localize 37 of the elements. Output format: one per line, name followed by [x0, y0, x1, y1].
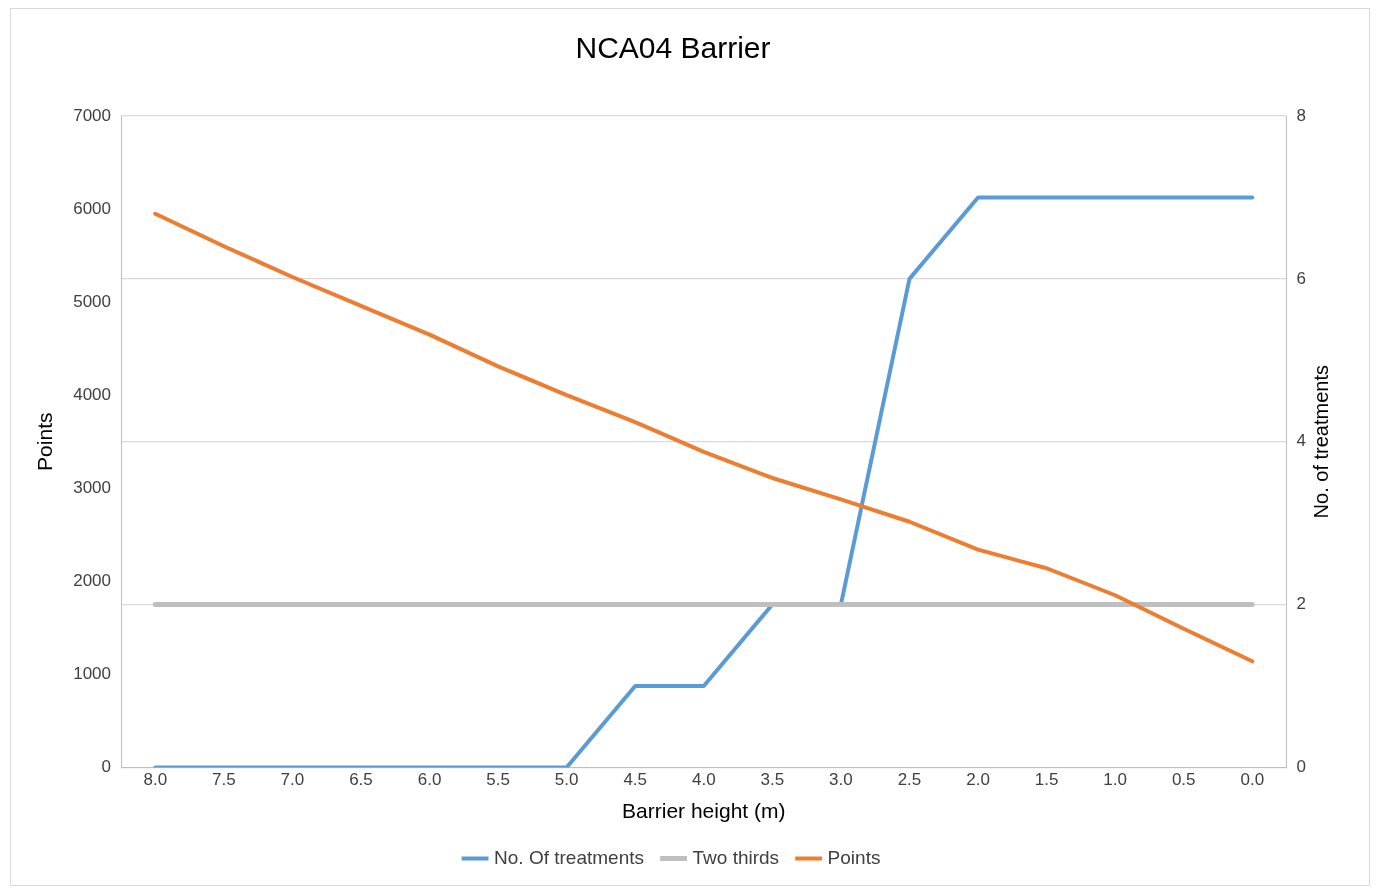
chart-title: NCA04 Barrier [575, 31, 771, 65]
legend-label: Points [827, 846, 881, 868]
x-axis-title: Barrier height (m) [622, 799, 786, 823]
y2-tick-label: 0 [1296, 757, 1307, 777]
x-tick-label: 5.0 [554, 770, 579, 790]
x-tick-label: 2.5 [897, 770, 922, 790]
x-tick-label: 1.5 [1034, 770, 1059, 790]
x-tick-label: 7.5 [212, 770, 236, 790]
x-tick-label: 3.5 [760, 770, 785, 790]
y2-tick-label: 6 [1296, 268, 1307, 288]
x-tick-label: 5.5 [486, 770, 510, 790]
x-tick-label: 6.0 [417, 770, 442, 790]
y-tick-label: 4000 [73, 384, 112, 404]
x-tick-label: 8.0 [143, 770, 168, 790]
y-tick-label: 1000 [73, 664, 112, 684]
y-tick-label: 7000 [73, 105, 112, 125]
y-tick-label: 2000 [73, 570, 112, 590]
y2-tick-label: 8 [1296, 105, 1307, 125]
x-tick-label: 4.5 [623, 770, 648, 790]
legend-label: No. Of treatments [494, 846, 645, 868]
y2-tick-label: 2 [1296, 594, 1307, 614]
x-tick-label: 1.0 [1103, 770, 1127, 790]
y-tick-label: 5000 [73, 291, 112, 311]
y-tick-label: 6000 [73, 198, 112, 218]
x-tick-label: 2.0 [966, 770, 990, 790]
x-tick-label: 0.0 [1240, 770, 1265, 790]
legend-label: Two thirds [692, 846, 780, 868]
x-tick-label: 7.0 [280, 770, 305, 790]
x-tick-label: 4.0 [691, 770, 716, 790]
y2-tick-label: 4 [1296, 431, 1307, 451]
y-axis-title: Points [33, 412, 57, 471]
x-tick-label: 0.5 [1171, 770, 1196, 790]
y-tick-label: 3000 [73, 477, 112, 497]
x-tick-label: 6.5 [349, 770, 373, 790]
y2-axis-title: No. of treatments [1309, 365, 1332, 519]
x-tick-label: 3.0 [829, 770, 853, 790]
y-tick-label: 0 [101, 757, 112, 777]
